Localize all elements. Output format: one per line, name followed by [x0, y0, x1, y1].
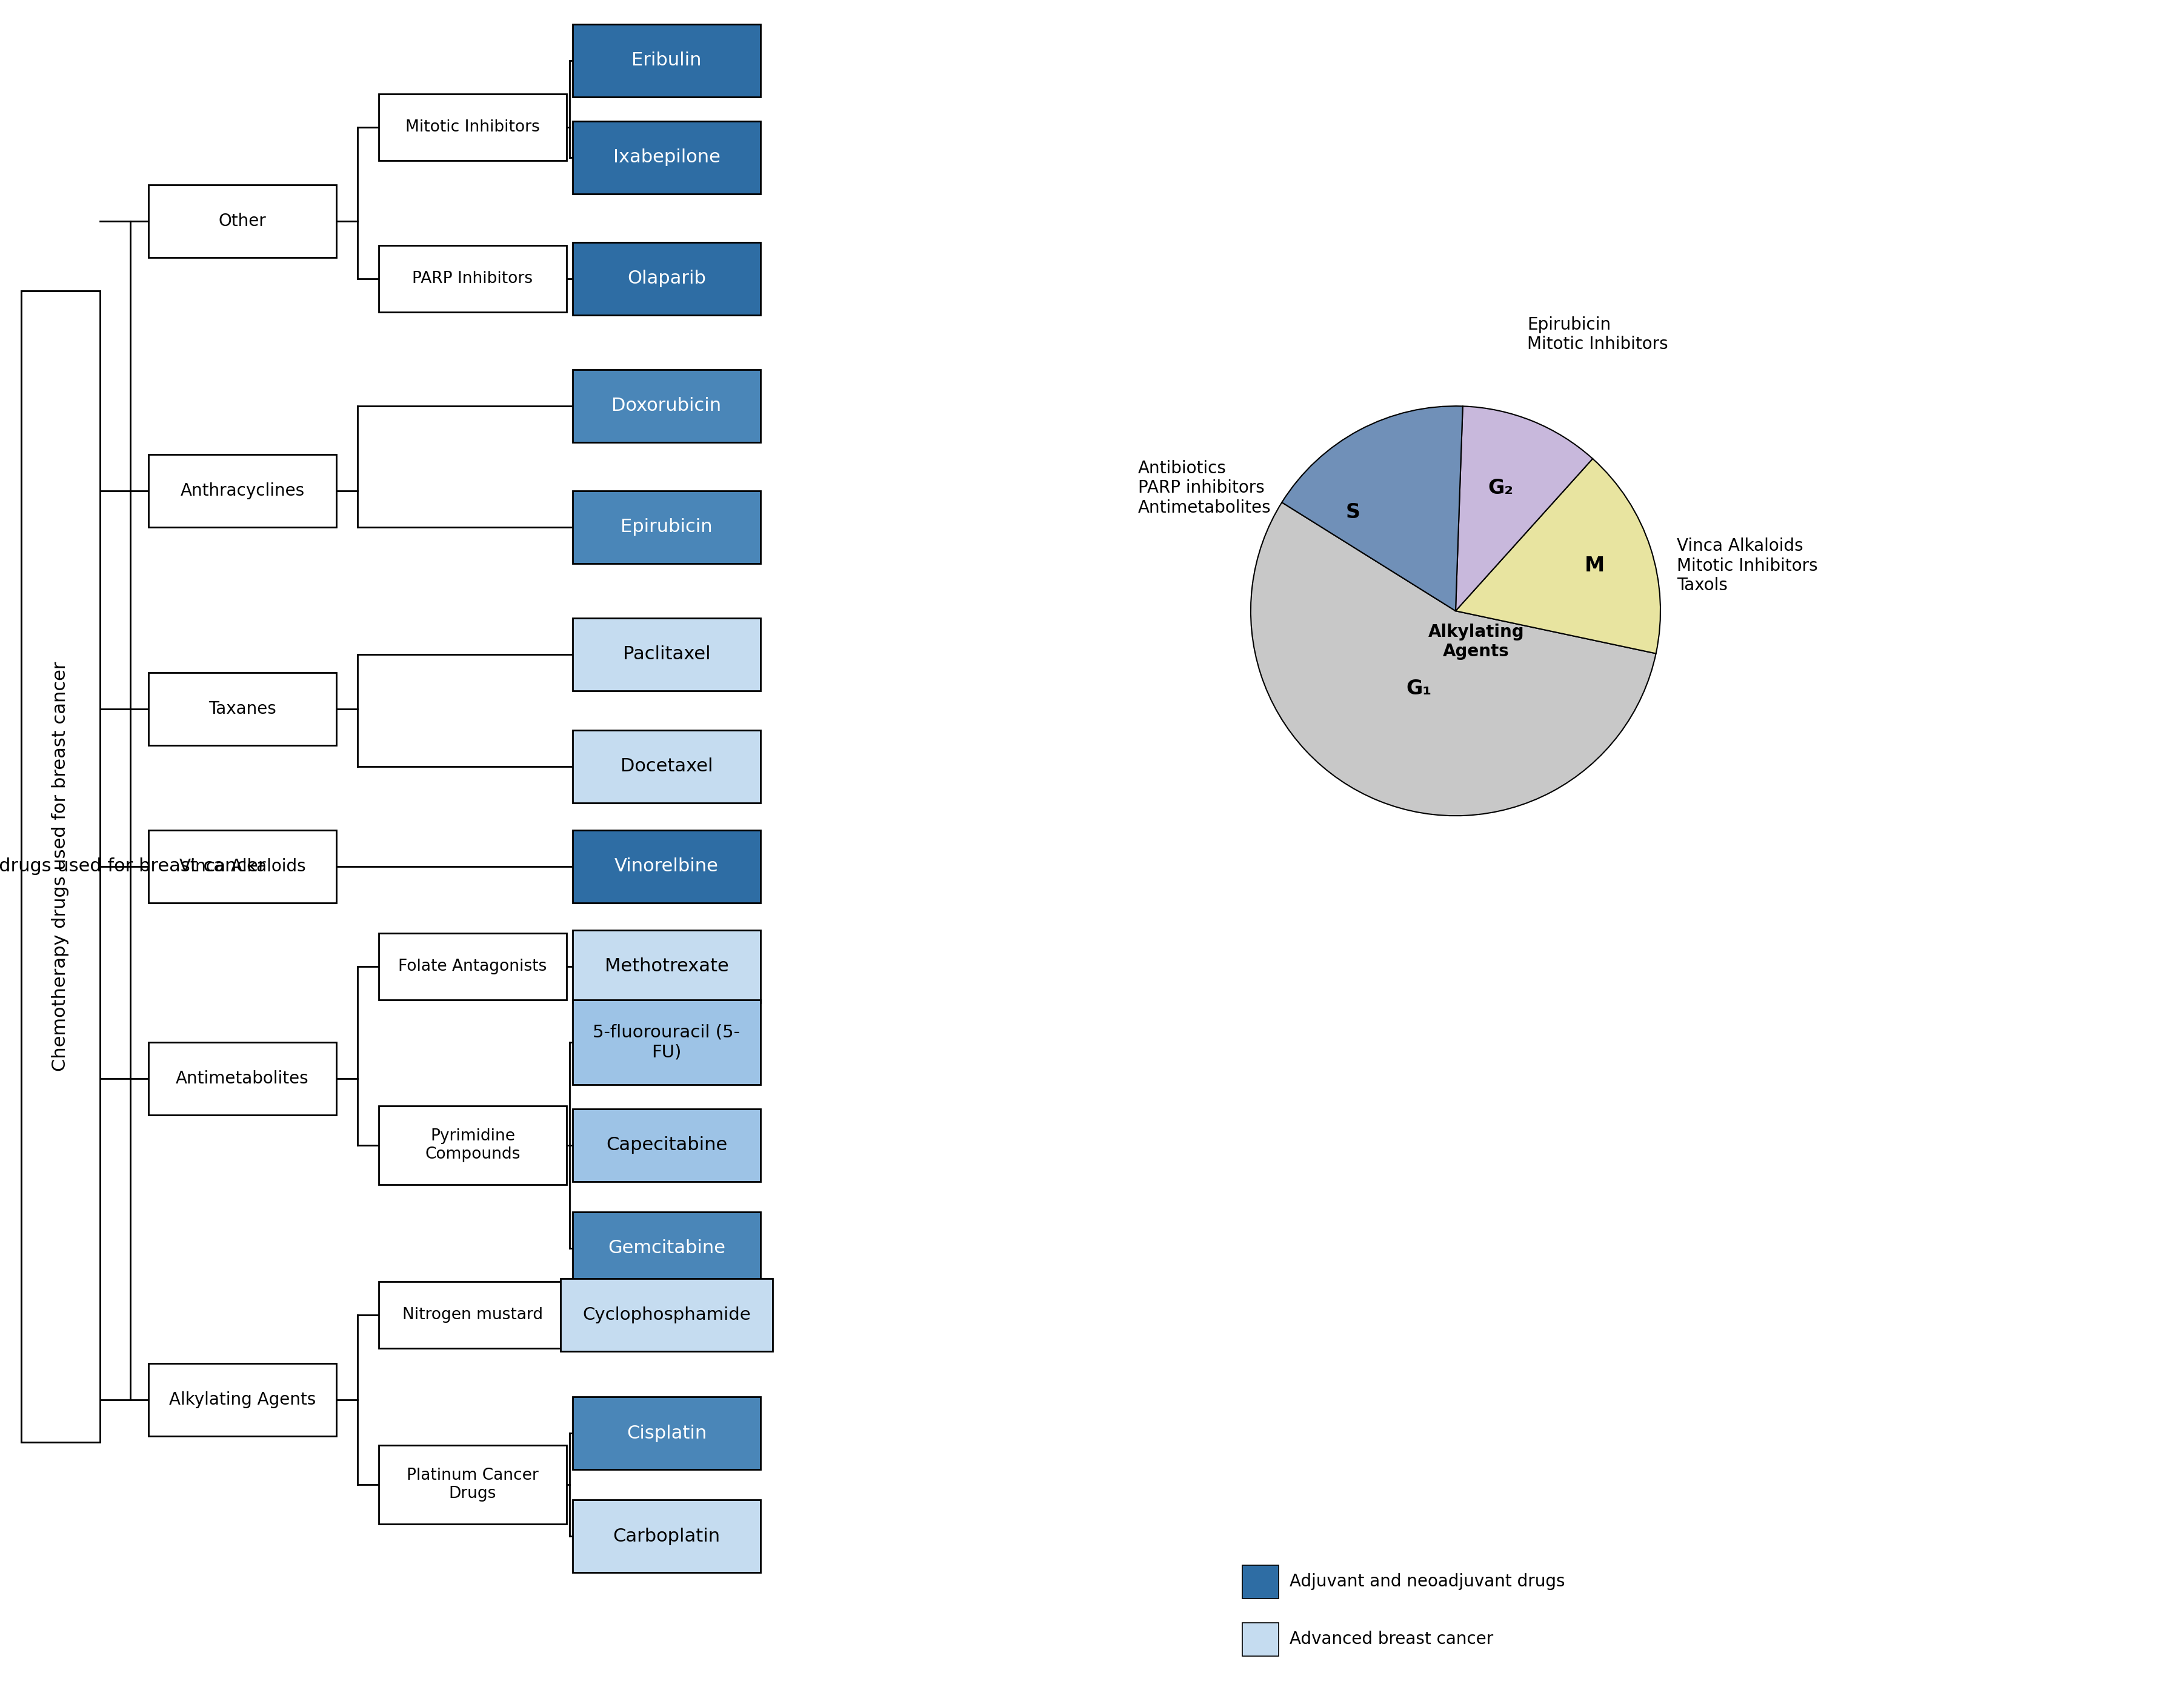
FancyBboxPatch shape — [572, 242, 760, 316]
Text: Platinum Cancer
Drugs: Platinum Cancer Drugs — [406, 1468, 539, 1502]
Text: S: S — [1345, 502, 1361, 522]
FancyBboxPatch shape — [572, 492, 760, 563]
Text: Doxorubicin: Doxorubicin — [612, 398, 721, 415]
FancyBboxPatch shape — [378, 1282, 566, 1349]
FancyBboxPatch shape — [378, 94, 566, 160]
Text: Epirubicin: Epirubicin — [620, 519, 712, 536]
FancyBboxPatch shape — [572, 1212, 760, 1285]
Text: Vinca Alkaloids: Vinca Alkaloids — [179, 859, 306, 876]
Wedge shape — [1455, 406, 1592, 611]
Text: Adjuvant and neoadjuvant drugs: Adjuvant and neoadjuvant drugs — [1289, 1574, 1564, 1589]
FancyBboxPatch shape — [572, 731, 760, 802]
FancyBboxPatch shape — [572, 24, 760, 97]
FancyBboxPatch shape — [22, 290, 100, 1442]
Text: Antibiotics
PARP inhibitors
Antimetabolites: Antibiotics PARP inhibitors Antimetaboli… — [1138, 459, 1271, 516]
Text: 5-fluorouracil (5-
FU): 5-fluorouracil (5- FU) — [592, 1024, 740, 1060]
Text: Other: Other — [218, 213, 266, 230]
FancyBboxPatch shape — [378, 1106, 566, 1185]
Text: Olaparib: Olaparib — [627, 270, 705, 287]
FancyBboxPatch shape — [378, 934, 566, 1000]
FancyBboxPatch shape — [22, 290, 100, 1442]
Text: Chemotherapy drugs used for breast cancer: Chemotherapy drugs used for breast cance… — [0, 857, 266, 876]
Text: Pyrimidine
Compounds: Pyrimidine Compounds — [426, 1128, 520, 1162]
Text: Gemcitabine: Gemcitabine — [607, 1239, 725, 1256]
Text: Epirubicin
Mitotic Inhibitors: Epirubicin Mitotic Inhibitors — [1527, 316, 1669, 353]
FancyBboxPatch shape — [1243, 1565, 1278, 1598]
Text: M: M — [1583, 556, 1605, 575]
Text: Vinca Alkaloids
Mitotic Inhibitors
Taxols: Vinca Alkaloids Mitotic Inhibitors Taxol… — [1677, 538, 1817, 594]
Text: Advanced breast cancer: Advanced breast cancer — [1289, 1630, 1494, 1647]
Text: Alkylating Agents: Alkylating Agents — [168, 1391, 317, 1408]
FancyBboxPatch shape — [378, 246, 566, 312]
Text: Alkylating
Agents: Alkylating Agents — [1428, 623, 1524, 661]
Text: Folate Antagonists: Folate Antagonists — [397, 959, 546, 975]
Text: G₁: G₁ — [1406, 679, 1431, 698]
Text: G₂: G₂ — [1487, 478, 1514, 498]
FancyBboxPatch shape — [572, 1110, 760, 1181]
Wedge shape — [1282, 406, 1463, 611]
FancyBboxPatch shape — [572, 1000, 760, 1084]
Text: Methotrexate: Methotrexate — [605, 958, 729, 975]
FancyBboxPatch shape — [572, 618, 760, 691]
Text: Antimetabolites: Antimetabolites — [175, 1070, 308, 1087]
Text: Mitotic Inhibitors: Mitotic Inhibitors — [406, 119, 539, 135]
FancyBboxPatch shape — [572, 1396, 760, 1470]
FancyBboxPatch shape — [561, 1279, 773, 1352]
Text: PARP Inhibitors: PARP Inhibitors — [413, 271, 533, 287]
Wedge shape — [1251, 502, 1655, 816]
Text: Ixabepilone: Ixabepilone — [614, 149, 721, 166]
Text: Nitrogen mustard: Nitrogen mustard — [402, 1308, 544, 1323]
FancyBboxPatch shape — [149, 830, 336, 903]
FancyBboxPatch shape — [572, 830, 760, 903]
FancyBboxPatch shape — [149, 454, 336, 527]
Text: Paclitaxel: Paclitaxel — [622, 645, 710, 664]
Text: Eribulin: Eribulin — [631, 51, 701, 70]
FancyBboxPatch shape — [572, 121, 760, 195]
FancyBboxPatch shape — [378, 1446, 566, 1524]
Text: Docetaxel: Docetaxel — [620, 758, 712, 775]
FancyBboxPatch shape — [149, 1364, 336, 1436]
Text: Anthracyclines: Anthracyclines — [181, 483, 304, 500]
Text: Vinorelbine: Vinorelbine — [614, 857, 719, 876]
Text: Cisplatin: Cisplatin — [627, 1424, 705, 1442]
FancyBboxPatch shape — [1243, 1622, 1278, 1656]
Text: Chemotherapy drugs used for breast cancer: Chemotherapy drugs used for breast cance… — [52, 662, 70, 1072]
FancyBboxPatch shape — [149, 184, 336, 258]
Wedge shape — [1455, 459, 1660, 654]
Text: Carboplatin: Carboplatin — [614, 1528, 721, 1545]
FancyBboxPatch shape — [572, 930, 760, 1004]
FancyBboxPatch shape — [572, 1500, 760, 1572]
FancyBboxPatch shape — [149, 1043, 336, 1115]
FancyBboxPatch shape — [572, 370, 760, 442]
Text: Capecitabine: Capecitabine — [605, 1137, 727, 1154]
Text: Cyclophosphamide: Cyclophosphamide — [583, 1306, 751, 1323]
FancyBboxPatch shape — [149, 673, 336, 746]
Text: Taxanes: Taxanes — [207, 700, 275, 717]
